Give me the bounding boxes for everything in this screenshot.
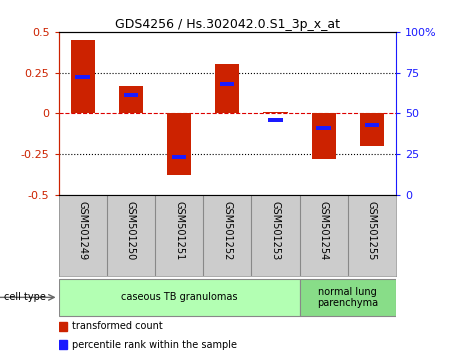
Text: GSM501254: GSM501254	[319, 201, 328, 261]
Bar	[167, 113, 191, 175]
Text: GSM501250: GSM501250	[126, 201, 136, 261]
Bar	[300, 279, 396, 316]
Text: GSM501253: GSM501253	[270, 201, 280, 261]
Text: percentile rank within the sample: percentile rank within the sample	[72, 340, 237, 350]
Text: GSM501251: GSM501251	[174, 201, 184, 261]
Text: transformed count: transformed count	[72, 321, 163, 331]
Text: caseous TB granulomas: caseous TB granulomas	[121, 292, 237, 302]
Text: normal lung
parenchyma: normal lung parenchyma	[317, 286, 378, 308]
Bar	[316, 126, 331, 130]
Bar	[215, 64, 239, 113]
Bar	[58, 340, 67, 349]
Text: GSM501249: GSM501249	[77, 201, 88, 260]
Text: GSM501255: GSM501255	[367, 201, 377, 261]
Text: GSM501252: GSM501252	[222, 201, 232, 261]
Bar	[58, 279, 300, 316]
Bar	[220, 82, 234, 86]
Text: cell type: cell type	[4, 292, 46, 302]
Bar	[268, 118, 283, 122]
Bar	[172, 155, 186, 159]
Bar	[311, 113, 336, 159]
Bar	[263, 112, 288, 113]
Bar	[58, 322, 67, 331]
Bar	[71, 40, 94, 113]
Bar	[360, 113, 384, 146]
Bar	[76, 75, 90, 80]
Bar	[124, 93, 138, 97]
Bar	[364, 122, 379, 127]
Title: GDS4256 / Hs.302042.0.S1_3p_x_at: GDS4256 / Hs.302042.0.S1_3p_x_at	[115, 18, 340, 31]
Bar	[119, 86, 143, 113]
